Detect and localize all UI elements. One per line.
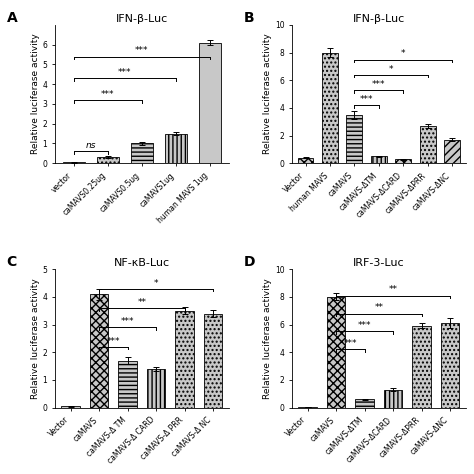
- Text: **: **: [389, 285, 398, 294]
- Text: ns: ns: [86, 141, 96, 150]
- Bar: [97, 157, 119, 163]
- Bar: [175, 311, 194, 408]
- Bar: [165, 134, 187, 163]
- Text: *: *: [154, 279, 158, 288]
- Text: A: A: [7, 11, 17, 25]
- Bar: [118, 361, 137, 408]
- Y-axis label: Relative luciferase activity: Relative luciferase activity: [263, 34, 272, 155]
- Text: ***: ***: [107, 337, 120, 346]
- Text: ***: ***: [344, 339, 357, 348]
- Bar: [384, 390, 402, 408]
- Text: ***: ***: [121, 317, 135, 326]
- Text: *: *: [389, 64, 393, 73]
- Bar: [356, 399, 374, 408]
- Bar: [199, 43, 221, 163]
- Text: ***: ***: [360, 95, 374, 104]
- Bar: [298, 158, 313, 163]
- Text: ***: ***: [135, 46, 149, 55]
- Bar: [131, 144, 153, 163]
- Text: **: **: [374, 303, 383, 312]
- Title: IFN-β-Luc: IFN-β-Luc: [353, 14, 405, 24]
- Title: IRF-3-Luc: IRF-3-Luc: [353, 258, 405, 268]
- Bar: [299, 407, 317, 408]
- Text: B: B: [244, 11, 254, 25]
- Bar: [346, 115, 363, 163]
- Text: ***: ***: [358, 321, 372, 330]
- Bar: [204, 313, 222, 408]
- Text: ***: ***: [101, 90, 115, 99]
- Bar: [62, 406, 80, 408]
- Bar: [63, 162, 85, 163]
- Y-axis label: Relative luciferase activity: Relative luciferase activity: [31, 278, 40, 399]
- Bar: [444, 140, 460, 163]
- Y-axis label: Relative luciferase activity: Relative luciferase activity: [263, 278, 272, 399]
- Y-axis label: Relative luciferase activity: Relative luciferase activity: [31, 34, 40, 155]
- Bar: [441, 323, 459, 408]
- Bar: [412, 326, 431, 408]
- Title: NF-κB-Luc: NF-κB-Luc: [114, 258, 170, 268]
- Bar: [371, 156, 387, 163]
- Title: IFN-β-Luc: IFN-β-Luc: [116, 14, 168, 24]
- Text: C: C: [7, 255, 17, 269]
- Text: ***: ***: [372, 80, 386, 89]
- Text: **: **: [137, 298, 146, 307]
- Bar: [395, 159, 411, 163]
- Bar: [322, 53, 338, 163]
- Bar: [90, 294, 109, 408]
- Bar: [147, 369, 165, 408]
- Text: D: D: [244, 255, 255, 269]
- Bar: [420, 126, 436, 163]
- Bar: [327, 297, 346, 408]
- Text: ***: ***: [118, 68, 132, 77]
- Text: *: *: [401, 49, 406, 58]
